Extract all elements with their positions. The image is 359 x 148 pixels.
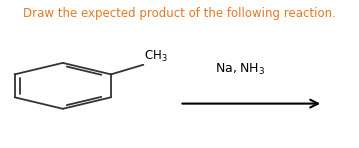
Text: Na, NH$_3$: Na, NH$_3$: [215, 62, 266, 77]
Text: $\mathregular{CH_3}$: $\mathregular{CH_3}$: [144, 49, 168, 64]
Text: Draw the expected product of the following reaction.: Draw the expected product of the followi…: [23, 7, 336, 20]
